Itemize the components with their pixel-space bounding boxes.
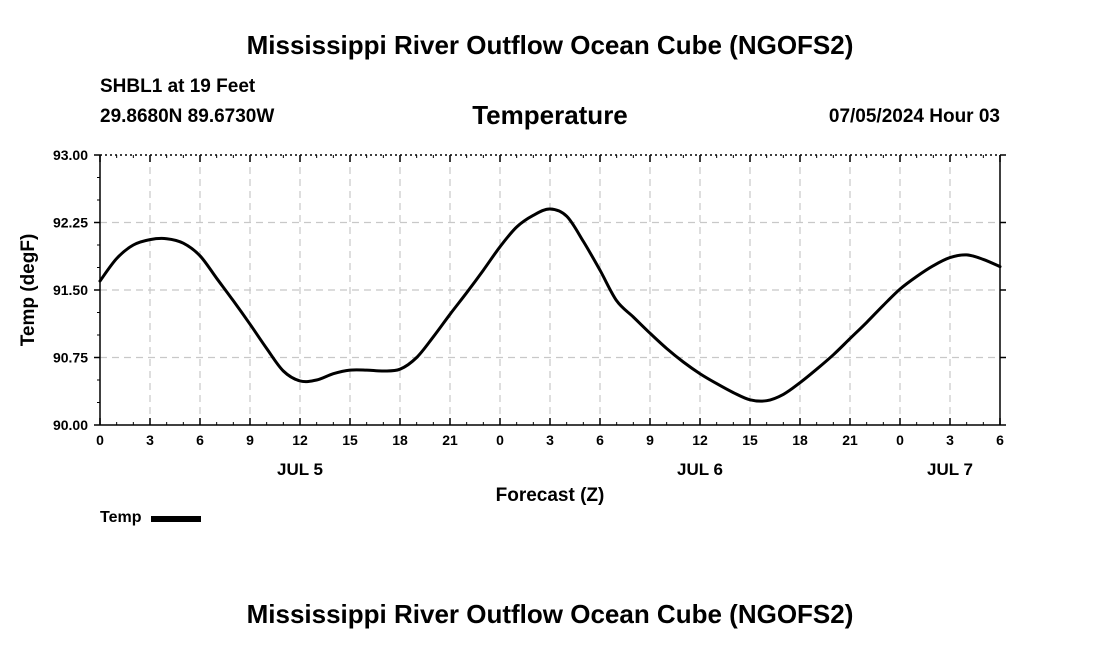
x-tick-label: 9	[646, 432, 654, 448]
x-tick-label: 0	[496, 432, 504, 448]
y-tick-label: 91.50	[53, 282, 88, 298]
x-tick-label: 6	[996, 432, 1004, 448]
y-tick-label: 93.00	[53, 147, 88, 163]
main-title: Mississippi River Outflow Ocean Cube (NG…	[246, 30, 854, 60]
legend-label: Temp	[100, 509, 142, 526]
coordinates-label: 29.8680N 89.6730W	[100, 106, 275, 127]
y-tick-label: 90.75	[53, 350, 88, 366]
parameter-title: Temperature	[472, 100, 628, 130]
x-tick-label: 15	[742, 432, 758, 448]
x-tick-label: 21	[842, 432, 858, 448]
station-label: SHBL1 at 19 Feet	[100, 76, 256, 97]
date-label: JUL 5	[277, 460, 323, 479]
x-tick-label: 3	[546, 432, 554, 448]
x-tick-label: 12	[692, 432, 708, 448]
legend-swatch	[151, 516, 202, 522]
x-tick-label: 6	[196, 432, 204, 448]
forecast-timestamp: 07/05/2024 Hour 03	[828, 106, 1000, 127]
x-tick-label: 15	[342, 432, 358, 448]
x-tick-label: 6	[596, 432, 604, 448]
x-tick-label: 9	[246, 432, 254, 448]
y-axis-title: Temp (degF)	[18, 234, 39, 347]
x-tick-label: 12	[292, 432, 308, 448]
date-label: JUL 6	[677, 460, 723, 479]
temp-series-line	[98, 207, 1002, 403]
x-tick-label: 0	[96, 432, 104, 448]
x-tick-label: 0	[896, 432, 904, 448]
x-tick-label: 18	[792, 432, 808, 448]
date-label: JUL 7	[927, 460, 973, 479]
x-tick-label: 21	[442, 432, 458, 448]
x-axis-title: Forecast (Z)	[496, 485, 605, 506]
legend: Temp	[100, 509, 202, 527]
y-tick-label: 92.25	[53, 215, 88, 231]
x-tick-label: 3	[946, 432, 954, 448]
x-tick-label: 3	[146, 432, 154, 448]
x-tick-label: 18	[392, 432, 408, 448]
y-tick-label: 90.00	[53, 417, 88, 433]
bottom-title: Mississippi River Outflow Ocean Cube (NG…	[246, 599, 854, 629]
